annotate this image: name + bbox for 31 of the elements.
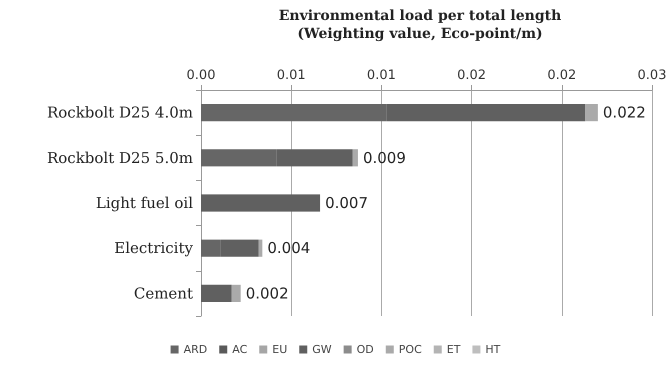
x-tick-label: 0.02: [547, 68, 576, 83]
x-tick-label: 0.00: [186, 68, 216, 83]
legend-label: EU: [272, 343, 288, 356]
total-label: 0.009: [362, 148, 406, 167]
x-tick-label: 0.03: [638, 68, 666, 83]
legend-label: HT: [485, 343, 501, 356]
legend-label: GW: [312, 343, 332, 356]
total-label: 0.004: [267, 239, 310, 258]
total-label: 0.002: [246, 284, 289, 302]
x-tick-label: 0.01: [366, 68, 396, 83]
x-tick-label: 0.01: [276, 68, 306, 83]
legend-label: ET: [446, 343, 461, 356]
x-tick-label: 0.02: [457, 68, 486, 83]
bar: [232, 284, 241, 302]
y-tick-label: Cement: [134, 284, 193, 302]
legend-label: OD: [356, 343, 374, 356]
total-label: 0.022: [602, 104, 646, 122]
total-label: 0.007: [325, 194, 368, 212]
y-tick-label: Electricity: [114, 239, 194, 258]
legend-label: POC: [398, 343, 422, 356]
bar: [201, 194, 320, 212]
legend-label: AC: [232, 343, 248, 356]
bar: [201, 284, 232, 302]
bar: [258, 240, 262, 257]
y-tick-label: Light fuel oil: [96, 194, 194, 212]
chart-title: Environmental load per total length (Weighting value, Eco-point/m): [278, 8, 562, 42]
y-tick-label: Rockbolt D25 4.0m: [46, 104, 193, 122]
bar: [352, 149, 358, 166]
y-tick-label: Rockbolt D25 5.0m: [46, 148, 193, 167]
legend-label: ARD: [184, 343, 208, 356]
bar: [585, 104, 598, 122]
